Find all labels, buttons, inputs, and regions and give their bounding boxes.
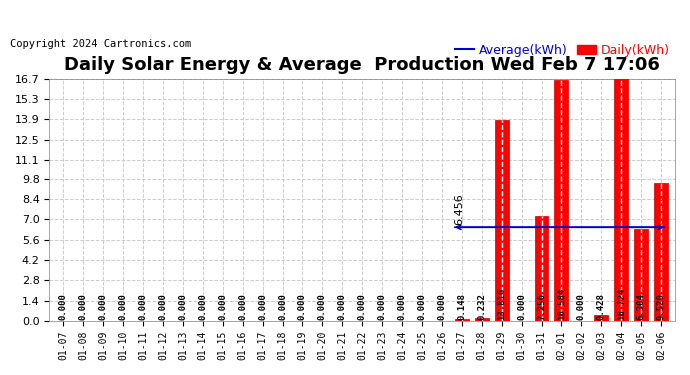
Text: 0.000: 0.000 bbox=[238, 293, 247, 320]
Text: 0.000: 0.000 bbox=[318, 293, 327, 320]
Legend: Average(kWh), Daily(kWh): Average(kWh), Daily(kWh) bbox=[450, 39, 675, 62]
Text: 0.232: 0.232 bbox=[477, 293, 486, 320]
Text: 0.000: 0.000 bbox=[298, 293, 307, 320]
Text: 0.148: 0.148 bbox=[457, 293, 466, 320]
Text: 0.000: 0.000 bbox=[99, 293, 108, 320]
Text: 0.000: 0.000 bbox=[179, 293, 188, 320]
Text: 0.000: 0.000 bbox=[338, 293, 347, 320]
Bar bbox=[634, 230, 648, 321]
Title: Daily Solar Energy & Average  Production Wed Feb 7 17:06: Daily Solar Energy & Average Production … bbox=[64, 56, 660, 74]
Text: 0.000: 0.000 bbox=[517, 293, 526, 320]
Text: 0.000: 0.000 bbox=[258, 293, 267, 320]
Text: 0.000: 0.000 bbox=[59, 293, 68, 320]
Bar bbox=[455, 319, 469, 321]
Bar bbox=[535, 216, 549, 321]
Text: 0.000: 0.000 bbox=[218, 293, 227, 320]
Text: 0.000: 0.000 bbox=[198, 293, 208, 320]
Text: 0.000: 0.000 bbox=[417, 293, 426, 320]
Bar bbox=[475, 318, 489, 321]
Text: 0.000: 0.000 bbox=[437, 293, 446, 320]
Text: 16.584: 16.584 bbox=[557, 288, 566, 320]
Text: 0.000: 0.000 bbox=[139, 293, 148, 320]
Text: 16.724: 16.724 bbox=[617, 288, 626, 320]
Bar bbox=[594, 315, 609, 321]
Text: 0.000: 0.000 bbox=[357, 293, 367, 320]
Bar bbox=[614, 78, 628, 321]
Text: Copyright 2024 Cartronics.com: Copyright 2024 Cartronics.com bbox=[10, 39, 192, 50]
Text: 0.000: 0.000 bbox=[159, 293, 168, 320]
Text: 0.000: 0.000 bbox=[278, 293, 287, 320]
Text: 6.304: 6.304 bbox=[637, 293, 646, 320]
Bar bbox=[495, 120, 509, 321]
Text: 13.816: 13.816 bbox=[497, 288, 506, 320]
Text: 0.000: 0.000 bbox=[577, 293, 586, 320]
Text: 6.456: 6.456 bbox=[454, 193, 464, 225]
Text: 0.000: 0.000 bbox=[79, 293, 88, 320]
Text: 0.428: 0.428 bbox=[597, 293, 606, 320]
Text: 6.456: 6.456 bbox=[655, 193, 665, 225]
Text: 9.520: 9.520 bbox=[657, 293, 666, 320]
Bar bbox=[555, 80, 569, 321]
Text: 0.000: 0.000 bbox=[377, 293, 386, 320]
Text: 7.256: 7.256 bbox=[537, 293, 546, 320]
Bar bbox=[654, 183, 668, 321]
Text: 0.000: 0.000 bbox=[397, 293, 406, 320]
Text: 0.000: 0.000 bbox=[119, 293, 128, 320]
